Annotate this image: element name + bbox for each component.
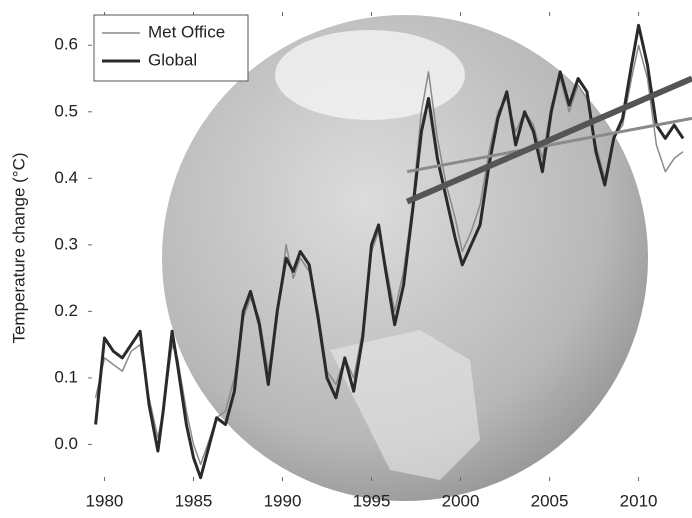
legend-label: Met Office [148,22,225,41]
y-tick-label: 0.5 [54,101,78,120]
x-tick-label: 1990 [264,491,302,510]
y-axis-label: Temperature change (°C) [9,152,28,343]
globe-ice [275,30,465,120]
y-tick-label: 0.1 [54,367,78,386]
y-tick-label: 0.3 [54,234,78,253]
y-tick-label: 0.2 [54,301,78,320]
page: {"chart_data": {"type": "line", "y_label… [0,0,692,518]
y-tick-label: 0.4 [54,168,78,187]
legend: Met Office Global [94,15,248,81]
y-tick-label: 0.0 [54,434,78,453]
y-tick-label: 0.6 [54,35,78,54]
x-tick-label: 1980 [86,491,124,510]
legend-label: Global [148,50,197,69]
x-tick-label: 2010 [620,491,658,510]
x-tick-label: 1985 [175,491,213,510]
x-tick-label: 2000 [442,491,480,510]
chart: Temperature change (°C) 0.0 0.1 0.2 0.3 0.4 0… [0,0,692,513]
x-tick-label: 1995 [353,491,391,510]
x-tick-label: 2005 [531,491,569,510]
